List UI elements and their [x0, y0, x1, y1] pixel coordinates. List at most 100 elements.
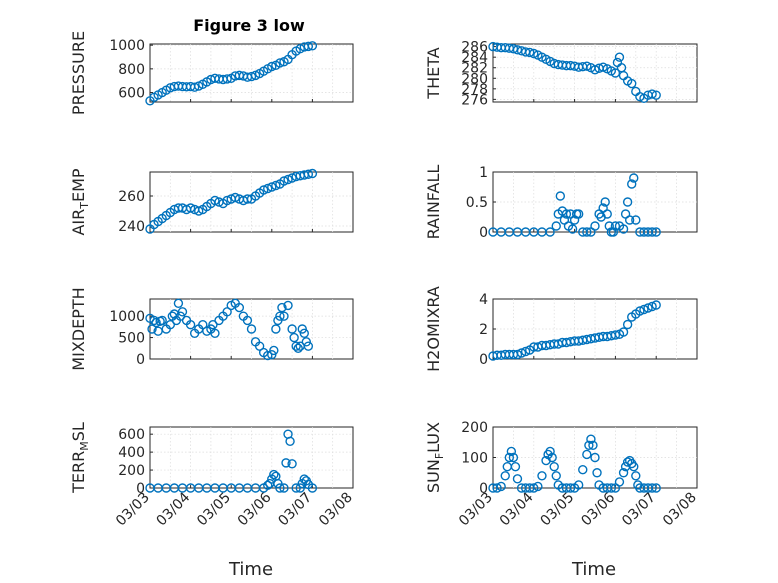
data-point [281, 458, 291, 468]
data-point [147, 324, 157, 334]
data-point [185, 320, 196, 330]
y-tick-label: 260 [118, 189, 145, 205]
data-point [287, 459, 297, 469]
data-point [614, 477, 625, 487]
y-tick-label: 0 [136, 481, 145, 497]
data-point [567, 224, 578, 234]
data-point [303, 169, 314, 179]
data-point [600, 197, 610, 207]
y-tick-label: 100 [461, 451, 488, 467]
data-point [643, 303, 653, 313]
x-tick-label: 03/06 [235, 489, 275, 529]
data-point [295, 483, 305, 493]
y-tick-label: 284 [461, 50, 488, 66]
data-point [651, 483, 661, 493]
data-point [602, 209, 612, 219]
data-point [279, 483, 289, 493]
y-tick-label: 200 [461, 420, 488, 436]
data-point [275, 483, 285, 493]
chart-title: Figure 3 low [193, 16, 305, 35]
data-point [561, 209, 572, 219]
x-tick-label: 03/07 [275, 490, 315, 530]
data-point [510, 461, 521, 472]
data-point [651, 90, 661, 100]
data-point [504, 452, 515, 463]
data-point [584, 440, 594, 450]
data-point [151, 317, 161, 328]
data-point [230, 192, 240, 203]
y-tick-label: 1000 [109, 309, 145, 325]
data-point [263, 183, 273, 194]
data-point [267, 182, 277, 192]
data-point [254, 341, 265, 351]
data-point [273, 315, 283, 326]
y-tick-label: 400 [118, 445, 145, 461]
data-point [622, 197, 633, 207]
data-point [639, 304, 649, 315]
data-point [631, 471, 641, 481]
data-point [165, 320, 176, 330]
data-point [512, 349, 523, 360]
subplot-rainfall: 0 0.5 1 RAINFALL [424, 165, 698, 241]
data-point [618, 468, 629, 478]
data-point [635, 306, 645, 316]
data-point [610, 330, 621, 340]
data-point [222, 74, 232, 84]
data-point [610, 68, 621, 78]
data-point [627, 78, 637, 89]
data-point [279, 176, 289, 186]
data-point [222, 195, 232, 206]
x-tick-label: 03/07 [619, 490, 659, 530]
y-axis-label: SUNFLUX [424, 422, 446, 493]
data-point [565, 483, 576, 493]
data-point [157, 315, 167, 326]
data-point [246, 71, 257, 82]
data-point [622, 457, 633, 467]
x-tick-label: 03/03 [456, 490, 496, 530]
data-point [269, 345, 279, 356]
y-axis-label: MIXDEPTH [69, 287, 88, 370]
data-point [189, 82, 200, 92]
data-point [547, 452, 557, 463]
x-tick-label: 03/03 [113, 490, 153, 530]
data-point [624, 215, 635, 225]
data-point [588, 440, 598, 450]
data-point [279, 311, 289, 321]
y-axis-label: THETA [424, 47, 443, 99]
data-point [647, 227, 657, 237]
y-tick-label: 0 [479, 352, 488, 368]
y-axis-label: PRESSURE [69, 31, 88, 115]
x-tick-label: 03/06 [578, 489, 618, 529]
data-point [618, 327, 629, 337]
data-point [614, 52, 625, 62]
data-point [194, 206, 204, 216]
x-tick-label: 03/05 [538, 490, 578, 530]
data-point [500, 471, 510, 481]
data-point [651, 300, 661, 310]
data-point [592, 468, 602, 478]
data-point [271, 180, 281, 191]
data-point [582, 61, 592, 71]
x-tick-label: 03/08 [316, 490, 356, 530]
data-point [647, 483, 657, 493]
data-point [291, 483, 301, 493]
x-tick-label: 03/08 [660, 490, 700, 530]
data-point [651, 227, 661, 237]
y-tick-label: 280 [461, 71, 488, 87]
data-point [590, 452, 600, 463]
y-tick-label: 0 [479, 481, 488, 497]
data-point [598, 62, 608, 72]
data-point [277, 302, 287, 313]
y-axis-label: AIRTEMP [69, 168, 91, 235]
data-point [289, 332, 299, 343]
data-point [606, 483, 617, 493]
data-point [185, 203, 196, 213]
data-point [629, 461, 639, 472]
data-point [293, 343, 303, 353]
x-axis-label-right: Time [571, 559, 616, 580]
data-point [631, 215, 641, 225]
data-point [647, 301, 657, 312]
y-tick-label: 240 [118, 219, 145, 235]
